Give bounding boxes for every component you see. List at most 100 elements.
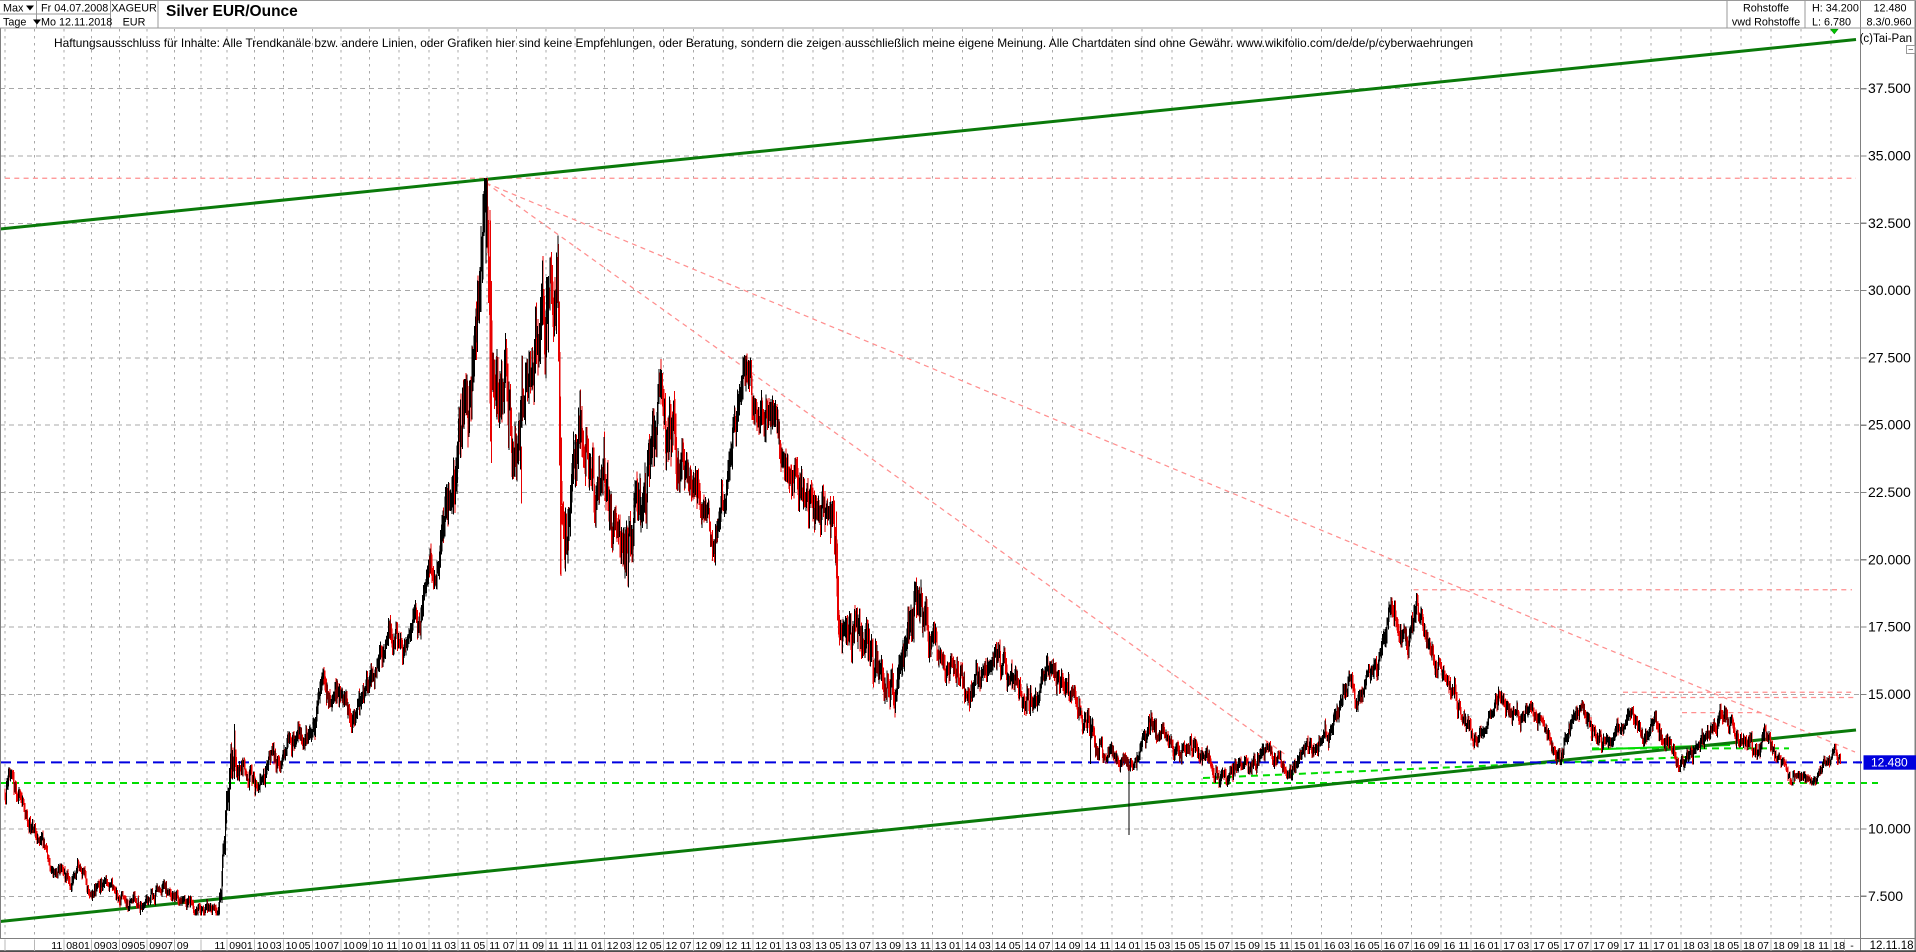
svg-text:03: 03	[620, 940, 632, 952]
svg-text:11: 11	[548, 940, 559, 952]
svg-text:03: 03	[1159, 940, 1171, 952]
svg-text:11: 11	[1099, 940, 1110, 952]
svg-text:13: 13	[845, 940, 857, 952]
svg-text:15: 15	[1294, 940, 1306, 952]
svg-text:10: 10	[315, 940, 327, 952]
svg-text:01: 01	[591, 940, 603, 952]
svg-text:13: 13	[785, 940, 797, 952]
svg-text:32.500: 32.500	[1868, 215, 1911, 231]
svg-text:17: 17	[1533, 940, 1545, 952]
svg-text:05: 05	[1727, 940, 1739, 952]
svg-text:(c)Tai-Pan: (c)Tai-Pan	[1860, 33, 1912, 45]
svg-text:03: 03	[1338, 940, 1350, 952]
svg-text:17: 17	[1653, 940, 1665, 952]
svg-text:13: 13	[935, 940, 947, 952]
svg-text:14: 14	[1025, 940, 1037, 952]
svg-text:09: 09	[356, 940, 368, 952]
svg-text:09: 09	[122, 940, 134, 952]
svg-text:16: 16	[1324, 940, 1336, 952]
svg-text:Rohstoffe: Rohstoffe	[1743, 3, 1789, 15]
svg-text:07: 07	[1039, 940, 1051, 952]
svg-text:07: 07	[1757, 940, 1769, 952]
svg-text:11: 11	[431, 940, 442, 952]
svg-text:09: 09	[94, 940, 106, 952]
svg-text:01: 01	[1667, 940, 1679, 952]
svg-text:17: 17	[1593, 940, 1605, 952]
svg-text:14: 14	[965, 940, 977, 952]
svg-text:01: 01	[949, 940, 961, 952]
svg-text:03: 03	[1518, 940, 1530, 952]
svg-text:Silver EUR/Ounce: Silver EUR/Ounce	[166, 3, 298, 20]
svg-text:17: 17	[1623, 940, 1635, 952]
svg-text:11: 11	[519, 940, 530, 952]
svg-text:13: 13	[905, 940, 917, 952]
svg-text:01: 01	[241, 940, 253, 952]
svg-text:13: 13	[875, 940, 887, 952]
svg-text:12: 12	[696, 940, 708, 952]
svg-text:27.500: 27.500	[1868, 349, 1911, 365]
svg-text:05: 05	[650, 940, 662, 952]
svg-text:10.000: 10.000	[1868, 821, 1911, 837]
svg-text:07: 07	[503, 940, 515, 952]
svg-text:15: 15	[1234, 940, 1246, 952]
svg-text:07: 07	[327, 940, 339, 952]
svg-text:18: 18	[1683, 940, 1695, 952]
svg-text:03: 03	[444, 940, 456, 952]
svg-text:15: 15	[1174, 940, 1186, 952]
svg-text:15.000: 15.000	[1868, 686, 1911, 702]
svg-text:12.480: 12.480	[1873, 3, 1906, 15]
svg-text:14: 14	[1085, 940, 1097, 952]
svg-text:11: 11	[1638, 940, 1649, 952]
svg-text:03: 03	[1697, 940, 1709, 952]
svg-text:05: 05	[474, 940, 486, 952]
svg-text:Mo 12.11.2018: Mo 12.11.2018	[41, 17, 112, 29]
svg-text:11: 11	[577, 940, 588, 952]
svg-text:14: 14	[995, 940, 1007, 952]
svg-text:09: 09	[177, 940, 189, 952]
svg-text:05: 05	[1368, 940, 1380, 952]
svg-text:11: 11	[562, 940, 573, 952]
svg-text:03: 03	[979, 940, 991, 952]
svg-text:Max: Max	[3, 3, 24, 15]
svg-text:11: 11	[460, 940, 471, 952]
svg-text:03: 03	[800, 940, 812, 952]
svg-text:EUR: EUR	[123, 17, 146, 29]
svg-text:09: 09	[229, 940, 241, 952]
svg-text:Haftungsausschluss für Inhalte: Haftungsausschluss für Inhalte: Alle Tre…	[54, 36, 1473, 50]
svg-text:09: 09	[1069, 940, 1081, 952]
svg-text:17: 17	[1503, 940, 1515, 952]
svg-text:10: 10	[401, 940, 413, 952]
svg-text:16: 16	[1414, 940, 1426, 952]
svg-text:11: 11	[920, 940, 931, 952]
svg-text:15: 15	[1144, 940, 1156, 952]
svg-text:12.480: 12.480	[1871, 756, 1908, 770]
svg-text:03: 03	[106, 940, 118, 952]
svg-text:11: 11	[1458, 940, 1469, 952]
svg-text:07: 07	[1578, 940, 1590, 952]
svg-text:H: 34.200: H: 34.200	[1812, 3, 1859, 15]
svg-text:18: 18	[1773, 940, 1785, 952]
svg-text:05: 05	[1188, 940, 1200, 952]
svg-text:11: 11	[51, 940, 62, 952]
svg-text:05: 05	[1548, 940, 1560, 952]
svg-text:01: 01	[78, 940, 90, 952]
svg-text:14: 14	[1055, 940, 1067, 952]
svg-text:30.000: 30.000	[1868, 282, 1911, 298]
svg-text:01: 01	[1488, 940, 1500, 952]
svg-text:09: 09	[1607, 940, 1619, 952]
svg-text:11: 11	[489, 940, 500, 952]
svg-text:08: 08	[66, 940, 78, 952]
svg-text:09: 09	[710, 940, 722, 952]
svg-text:8.3/0.960: 8.3/0.960	[1866, 17, 1911, 29]
svg-text:10: 10	[286, 940, 298, 952]
svg-text:35.000: 35.000	[1868, 148, 1911, 164]
svg-text:XAGEUR: XAGEUR	[111, 3, 157, 15]
svg-text:07: 07	[1398, 940, 1410, 952]
svg-text:05: 05	[134, 940, 146, 952]
svg-text:12: 12	[607, 940, 619, 952]
svg-text:Tage: Tage	[3, 17, 26, 29]
svg-text:Fr 04.07.2008: Fr 04.07.2008	[41, 3, 108, 15]
svg-text:16: 16	[1384, 940, 1396, 952]
svg-text:11: 11	[1279, 940, 1290, 952]
svg-text:01: 01	[1129, 940, 1141, 952]
